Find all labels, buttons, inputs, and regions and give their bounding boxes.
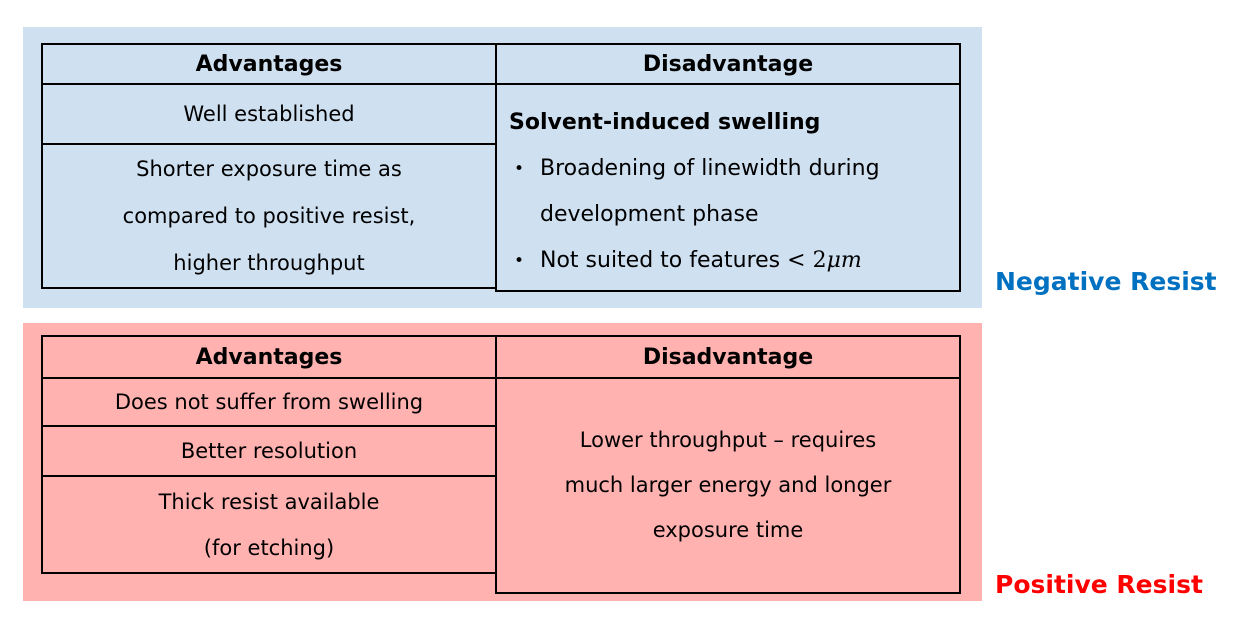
bullet-text: Broadening of linewidth during developme… (540, 146, 949, 238)
bullet-line: development phase (540, 201, 759, 227)
advantage-text: Thick resist available (158, 489, 380, 514)
table-row: Lower throughput – requires much larger … (497, 379, 959, 592)
list-item: • Not suited to features < 2μm (509, 238, 949, 284)
positive-advantages-header: Advantages (43, 337, 495, 379)
table-row: Thick resist available (for etching) (43, 477, 495, 572)
math-prefix: < 2 (787, 247, 827, 273)
advantage-text: higher throughput (173, 250, 365, 275)
table-row: Better resolution (43, 427, 495, 477)
negative-advantages-column: Advantages Well established Shorter expo… (41, 43, 497, 289)
advantage-text: Shorter exposure time as (136, 156, 402, 181)
bullet-text: Not suited to features < 2μm (540, 238, 949, 284)
table-row: Well established (43, 85, 495, 145)
disadvantage-text: exposure time (652, 518, 804, 542)
positive-resist-panel: Advantages Does not suffer from swelling… (23, 323, 982, 601)
disadvantage-text: much larger energy and longer (564, 473, 892, 497)
positive-resist-label: Positive Resist (995, 570, 1203, 599)
disadvantage-title: Solvent-induced swelling (509, 109, 821, 135)
bullet-icon: • (514, 158, 525, 179)
table-row: Shorter exposure time as compared to pos… (43, 145, 495, 287)
positive-advantages-column: Advantages Does not suffer from swelling… (41, 335, 497, 574)
positive-disadvantage-header: Disadvantage (497, 337, 959, 379)
positive-resist-table: Advantages Does not suffer from swelling… (41, 335, 961, 594)
advantage-text: Well established (183, 101, 355, 126)
math-unit: μm (826, 247, 862, 273)
advantage-text: Does not suffer from swelling (114, 389, 424, 414)
math-expression: < 2μm (787, 248, 862, 273)
advantage-text: (for etching) (203, 535, 335, 560)
negative-resist-panel: Advantages Well established Shorter expo… (23, 27, 982, 308)
negative-disadvantage-header: Disadvantage (497, 45, 959, 85)
negative-resist-table: Advantages Well established Shorter expo… (41, 43, 961, 292)
bullet-line: Broadening of linewidth during (540, 155, 880, 181)
positive-disadvantage-column: Disadvantage Lower throughput – requires… (495, 335, 961, 594)
negative-advantages-header: Advantages (43, 45, 495, 85)
list-item: • Broadening of linewidth during develop… (509, 146, 949, 238)
disadvantage-text: Lower throughput – requires (579, 428, 877, 452)
bullet-line: Not suited to features < 2μm (540, 238, 949, 284)
bullet-icon: • (514, 250, 525, 271)
table-row: Does not suffer from swelling (43, 379, 495, 427)
negative-resist-label: Negative Resist (995, 267, 1217, 296)
advantage-text: compared to positive resist, (122, 203, 416, 228)
advantage-text: Better resolution (180, 438, 358, 463)
bullet-text-plain: Not suited to features (540, 247, 781, 273)
table-row: Solvent-induced swelling • Broadening of… (497, 85, 959, 290)
negative-disadvantage-column: Disadvantage Solvent-induced swelling • … (495, 43, 961, 292)
